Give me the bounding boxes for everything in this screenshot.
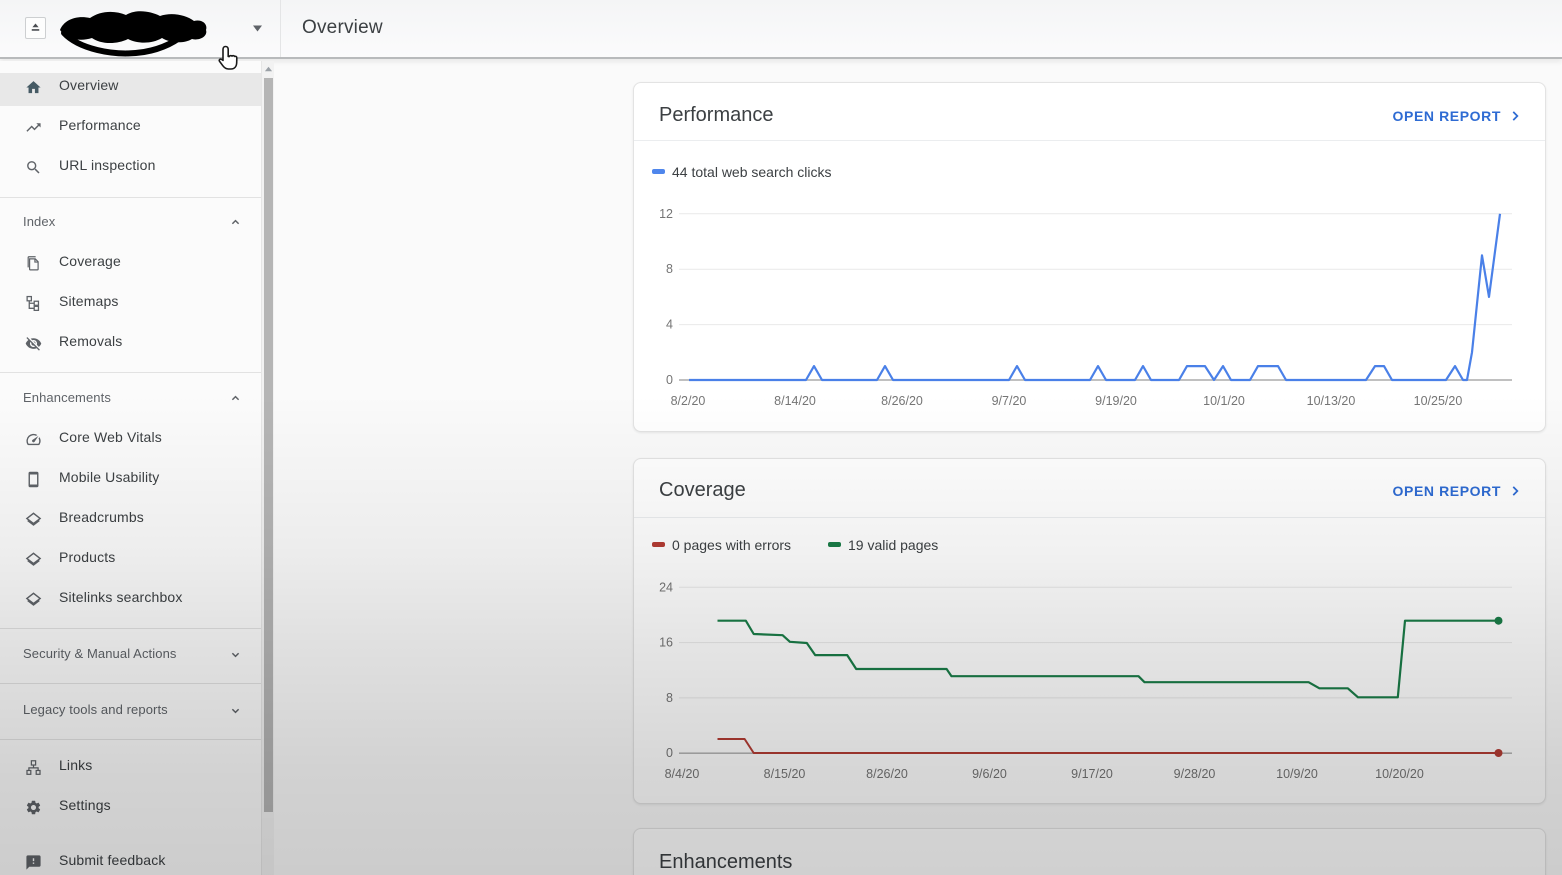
- svg-text:9/28/20: 9/28/20: [1174, 767, 1216, 781]
- svg-text:16: 16: [659, 636, 673, 650]
- svg-text:8/14/20: 8/14/20: [774, 394, 816, 408]
- svg-text:9/19/20: 9/19/20: [1095, 394, 1137, 408]
- svg-text:4: 4: [666, 318, 673, 332]
- svg-text:10/25/20: 10/25/20: [1414, 394, 1463, 408]
- svg-text:10/1/20: 10/1/20: [1203, 394, 1245, 408]
- svg-text:24: 24: [659, 580, 673, 594]
- svg-text:19 valid pages: 19 valid pages: [848, 537, 938, 553]
- svg-text:8: 8: [666, 691, 673, 705]
- svg-text:0: 0: [666, 373, 673, 387]
- svg-text:8/26/20: 8/26/20: [881, 394, 923, 408]
- svg-text:0 pages with errors: 0 pages with errors: [672, 537, 791, 553]
- svg-text:10/20/20: 10/20/20: [1375, 767, 1424, 781]
- svg-text:8/15/20: 8/15/20: [764, 767, 806, 781]
- svg-text:8/4/20: 8/4/20: [665, 767, 700, 781]
- svg-text:44 total web search clicks: 44 total web search clicks: [672, 164, 832, 180]
- svg-text:8: 8: [666, 262, 673, 276]
- svg-text:9/6/20: 9/6/20: [972, 767, 1007, 781]
- svg-text:10/9/20: 10/9/20: [1276, 767, 1318, 781]
- svg-text:0: 0: [666, 746, 673, 760]
- svg-text:8/2/20: 8/2/20: [671, 394, 706, 408]
- svg-text:9/7/20: 9/7/20: [992, 394, 1027, 408]
- svg-text:12: 12: [659, 207, 673, 221]
- svg-text:8/26/20: 8/26/20: [866, 767, 908, 781]
- svg-text:9/17/20: 9/17/20: [1071, 767, 1113, 781]
- svg-text:10/13/20: 10/13/20: [1307, 394, 1356, 408]
